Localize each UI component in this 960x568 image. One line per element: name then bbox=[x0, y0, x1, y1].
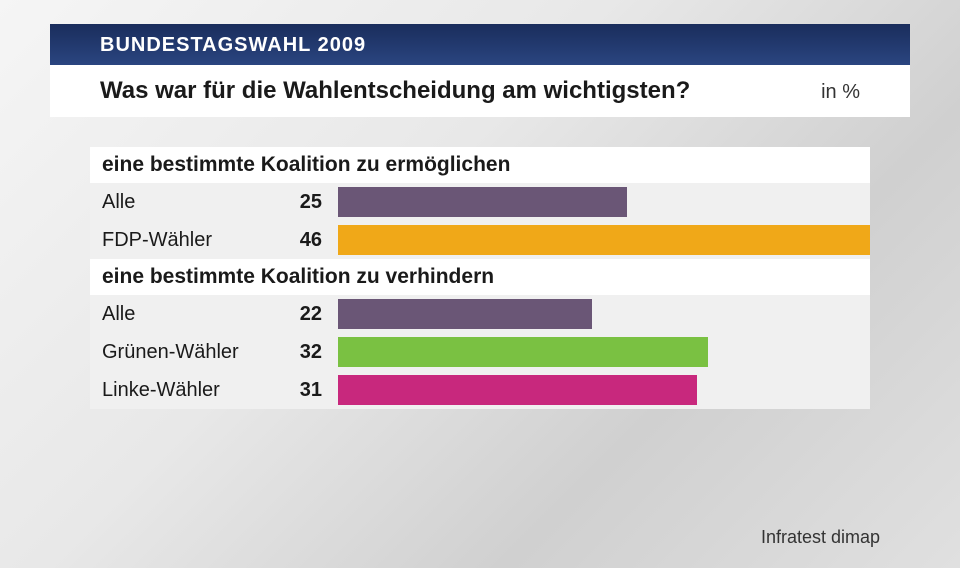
bar-row: Linke-Wähler31 bbox=[90, 371, 870, 409]
bar-value: 31 bbox=[270, 371, 330, 409]
bar-track bbox=[330, 333, 870, 371]
bar-row: FDP-Wähler46 bbox=[90, 221, 870, 259]
subtitle-bar: Was war für die Wahlentscheidung am wich… bbox=[50, 65, 910, 117]
bar-track bbox=[330, 221, 870, 259]
bar-row: Alle22 bbox=[90, 295, 870, 333]
bar-label: Linke-Wähler bbox=[90, 371, 270, 409]
section-header: eine bestimmte Koalition zu verhindern bbox=[90, 259, 870, 295]
bar-label: Alle bbox=[90, 295, 270, 333]
bar-fill bbox=[338, 187, 627, 217]
bar-value: 46 bbox=[270, 221, 330, 259]
bar-value: 22 bbox=[270, 295, 330, 333]
bar-fill bbox=[338, 225, 870, 255]
bar-track bbox=[330, 295, 870, 333]
bar-track bbox=[330, 371, 870, 409]
subtitle-text: Was war für die Wahlentscheidung am wich… bbox=[100, 77, 690, 105]
section-header: eine bestimmte Koalition zu ermöglichen bbox=[90, 147, 870, 183]
chart-area: eine bestimmte Koalition zu ermöglichenA… bbox=[90, 147, 870, 409]
bar-label: Grünen-Wähler bbox=[90, 333, 270, 371]
bar-row: Grünen-Wähler32 bbox=[90, 333, 870, 371]
bar-fill bbox=[338, 299, 592, 329]
bar-label: Alle bbox=[90, 183, 270, 221]
bar-fill bbox=[338, 337, 708, 367]
bar-value: 32 bbox=[270, 333, 330, 371]
bar-value: 25 bbox=[270, 183, 330, 221]
header-bar: BUNDESTAGSWAHL 2009 bbox=[50, 24, 910, 65]
bar-label: FDP-Wähler bbox=[90, 221, 270, 259]
unit-text: in % bbox=[821, 81, 860, 104]
bar-track bbox=[330, 183, 870, 221]
bar-fill bbox=[338, 375, 697, 405]
footer-source: Infratest dimap bbox=[761, 527, 880, 548]
bar-row: Alle25 bbox=[90, 183, 870, 221]
header-title: BUNDESTAGSWAHL 2009 bbox=[100, 34, 366, 56]
